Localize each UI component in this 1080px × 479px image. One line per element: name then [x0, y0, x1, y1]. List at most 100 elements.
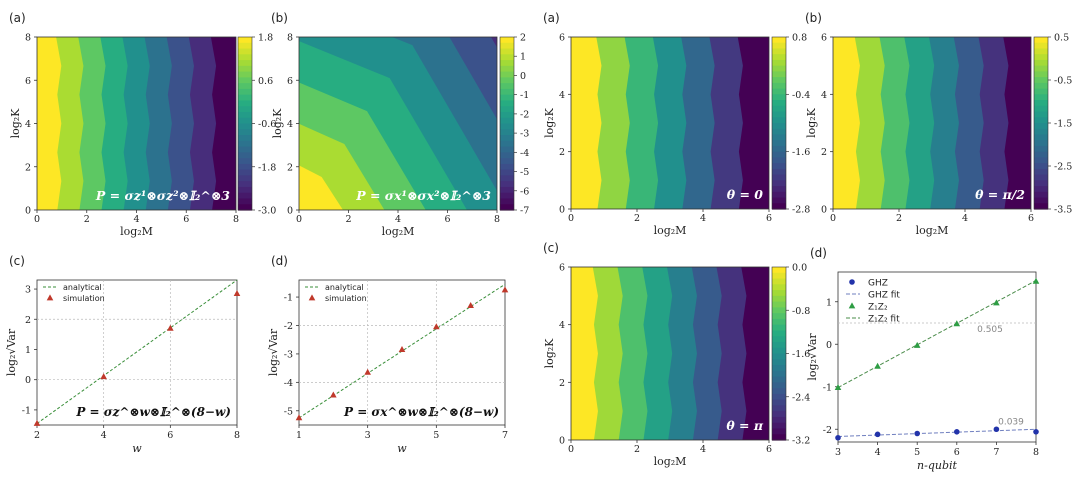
y-tick-label: 2 — [821, 147, 827, 158]
colorbar-segment — [500, 152, 514, 159]
colorbar-segment — [772, 168, 786, 176]
colorbar-segment — [238, 65, 252, 73]
colorbar-segment — [772, 197, 786, 204]
colorbar-tick-label: -2.5 — [1054, 162, 1072, 173]
colorbar-segment — [772, 163, 786, 170]
heatmap-body — [571, 37, 769, 209]
x-tick-label: 4 — [395, 214, 401, 225]
colorbar-segment — [238, 181, 252, 188]
colorbar-segment — [772, 324, 786, 332]
ghz-point — [1033, 429, 1039, 435]
x-tick-label: 4 — [700, 213, 706, 224]
colorbar-tick-label: -3.0 — [258, 206, 276, 217]
x-tick-label: 8 — [494, 214, 500, 225]
colorbar-segment — [772, 174, 786, 181]
colorbar-tick-label: 2 — [520, 33, 526, 44]
colorbar-segment — [238, 204, 252, 211]
colorbar-segment — [772, 145, 786, 153]
legend-marker-ghz — [849, 279, 855, 285]
y-tick-label: 2 — [25, 162, 31, 173]
colorbar-segment — [500, 106, 514, 113]
slope-label-z1z2: 0.505 — [977, 325, 1003, 335]
colorbar-segment — [772, 313, 786, 320]
colorbar-segment — [772, 54, 786, 61]
colorbar-tick-label: -3.2 — [792, 436, 810, 447]
legend-label: Z₁Z₂ fit — [868, 315, 900, 325]
colorbar-segment — [1034, 71, 1048, 78]
heatmap-band — [299, 165, 343, 210]
panel-label: (c) — [9, 254, 25, 268]
x-tick-label: 2 — [634, 213, 640, 224]
y-tick-label: 4 — [25, 119, 31, 130]
colorbar-frame — [771, 36, 787, 210]
colorbar-segment — [772, 151, 786, 158]
colorbar-segment — [772, 191, 786, 199]
y-axis-label: log₂K — [543, 338, 556, 369]
x-tick-label: 4 — [133, 214, 139, 225]
colorbar-segment — [1034, 42, 1048, 50]
colorbar-frame — [499, 36, 515, 211]
colorbar-segment — [772, 134, 786, 141]
x-tick-label: 6 — [954, 447, 960, 458]
colorbar-tick-label: -2.4 — [792, 392, 810, 403]
x-tick-label: 2 — [634, 444, 640, 455]
panel-label: (a) — [9, 11, 26, 25]
colorbar-segment — [772, 157, 786, 164]
colorbar-segment — [238, 71, 252, 78]
ghz-fit-line — [837, 428, 1037, 437]
colorbar-tick-label: -4 — [520, 148, 529, 159]
x-tick-label: 0 — [568, 213, 574, 224]
colorbar-segment — [772, 82, 786, 90]
y-tick-label: 1 — [826, 297, 832, 308]
colorbar-segment — [772, 123, 786, 130]
x-tick-label: 5 — [914, 447, 920, 458]
x-axis-label: log₂M — [916, 224, 949, 237]
colorbar-segment — [772, 347, 786, 355]
colorbar-segment — [1034, 123, 1048, 130]
colorbar-segment — [238, 37, 252, 44]
x-tick-label: 2 — [896, 213, 902, 224]
x-tick-label: 0 — [296, 214, 302, 225]
x-tick-label: 7 — [993, 447, 999, 458]
panel-annotation: P = σx^⊗w⊗𝕀₂^⊗(8−w) — [343, 405, 499, 419]
colorbar-segment — [772, 353, 786, 360]
x-tick-label: 6 — [766, 444, 772, 455]
y-tick-label: 6 — [559, 33, 565, 44]
x-tick-label: 5 — [433, 430, 439, 441]
colorbar-segment — [772, 405, 786, 412]
y-tick-label: 4 — [559, 320, 565, 331]
colorbar-segment — [1034, 191, 1048, 199]
x-tick-label: 6 — [766, 213, 772, 224]
z1z2-fit-line — [837, 280, 1037, 389]
legend-label: GHZ — [868, 279, 888, 289]
colorbar-segment — [1034, 94, 1048, 101]
colorbar-tick-label: -1.5 — [1054, 119, 1072, 130]
panel-label: (b) — [805, 11, 822, 25]
y-tick-label: 4 — [821, 90, 827, 101]
colorbar-segment — [772, 399, 786, 406]
x-tick-label: 8 — [234, 430, 240, 441]
x-axis-label: n-qubit — [917, 459, 957, 472]
colorbar-segment — [1034, 65, 1048, 72]
panel-annotation: P = σx¹⊗σx²⊗𝕀₂^⊗3 — [355, 188, 491, 203]
panel-label: (a) — [543, 11, 560, 25]
z1z2-point — [1032, 277, 1040, 284]
colorbar-segment — [772, 411, 786, 418]
y-tick-label: 8 — [25, 33, 31, 44]
colorbar-segment — [238, 129, 252, 136]
z1z2-point — [834, 384, 842, 390]
colorbar-segment — [500, 169, 514, 176]
colorbar-tick-label: 0.0 — [792, 263, 807, 274]
colorbar-segment — [772, 105, 786, 113]
x-tick-label: 4 — [875, 447, 881, 458]
panel-label: (c) — [543, 241, 559, 255]
y-tick-label: 2 — [287, 162, 293, 173]
x-tick-label: 4 — [700, 444, 706, 455]
x-tick-label: 3 — [835, 447, 841, 458]
colorbar-segment — [500, 48, 514, 55]
simulation-point — [33, 419, 41, 426]
colorbar-segment — [238, 106, 252, 113]
colorbar-segment — [772, 180, 786, 187]
x-tick-label: 8 — [1033, 447, 1039, 458]
